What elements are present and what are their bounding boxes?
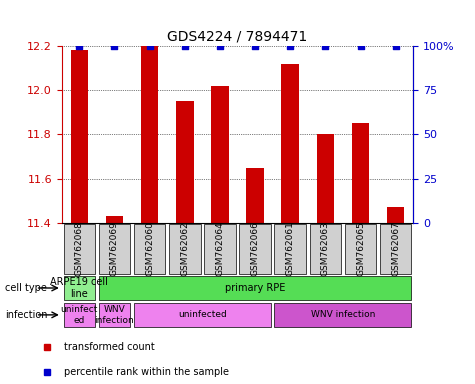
Text: GSM762060: GSM762060 xyxy=(145,221,154,276)
Text: GSM762062: GSM762062 xyxy=(180,221,189,276)
Bar xyxy=(134,224,165,273)
Text: uninfect
ed: uninfect ed xyxy=(61,305,98,324)
Text: GSM762069: GSM762069 xyxy=(110,221,119,276)
Point xyxy=(392,43,399,49)
Bar xyxy=(281,64,299,223)
Bar xyxy=(204,224,236,273)
Bar xyxy=(176,101,194,223)
Point xyxy=(111,43,118,49)
Bar xyxy=(134,303,271,327)
Bar xyxy=(71,50,88,223)
Bar xyxy=(239,224,271,273)
Point xyxy=(181,43,189,49)
Text: GSM762067: GSM762067 xyxy=(391,221,400,276)
Point xyxy=(322,43,329,49)
Title: GDS4224 / 7894471: GDS4224 / 7894471 xyxy=(167,30,308,43)
Bar xyxy=(310,224,341,273)
Text: infection: infection xyxy=(5,310,47,320)
Point xyxy=(357,43,364,49)
Text: GSM762065: GSM762065 xyxy=(356,221,365,276)
Text: GSM762061: GSM762061 xyxy=(286,221,294,276)
Bar xyxy=(169,224,200,273)
Bar xyxy=(141,46,158,223)
Text: ARPE19 cell
line: ARPE19 cell line xyxy=(50,277,108,299)
Bar xyxy=(380,224,411,273)
Text: GSM762066: GSM762066 xyxy=(251,221,259,276)
Point xyxy=(216,43,224,49)
Bar xyxy=(64,276,95,300)
Point xyxy=(286,43,294,49)
Bar xyxy=(64,303,95,327)
Bar xyxy=(105,216,124,223)
Bar xyxy=(387,207,404,223)
Text: percentile rank within the sample: percentile rank within the sample xyxy=(64,366,228,377)
Bar xyxy=(316,134,334,223)
Text: WNV
infection: WNV infection xyxy=(95,305,134,324)
Point xyxy=(146,43,153,49)
Point xyxy=(76,43,83,49)
Bar xyxy=(99,276,411,300)
Bar xyxy=(275,303,411,327)
Bar xyxy=(345,224,376,273)
Text: GSM762068: GSM762068 xyxy=(75,221,84,276)
Bar xyxy=(99,303,130,327)
Text: transformed count: transformed count xyxy=(64,341,154,352)
Text: WNV infection: WNV infection xyxy=(311,310,375,319)
Text: cell type: cell type xyxy=(5,283,47,293)
Bar xyxy=(275,224,306,273)
Text: primary RPE: primary RPE xyxy=(225,283,285,293)
Bar xyxy=(352,123,369,223)
Text: uninfected: uninfected xyxy=(178,310,227,319)
Text: GSM762063: GSM762063 xyxy=(321,221,330,276)
Text: GSM762064: GSM762064 xyxy=(216,221,224,276)
Point xyxy=(251,43,259,49)
Bar xyxy=(64,224,95,273)
Bar xyxy=(99,224,130,273)
Bar xyxy=(247,167,264,223)
Bar xyxy=(211,86,228,223)
